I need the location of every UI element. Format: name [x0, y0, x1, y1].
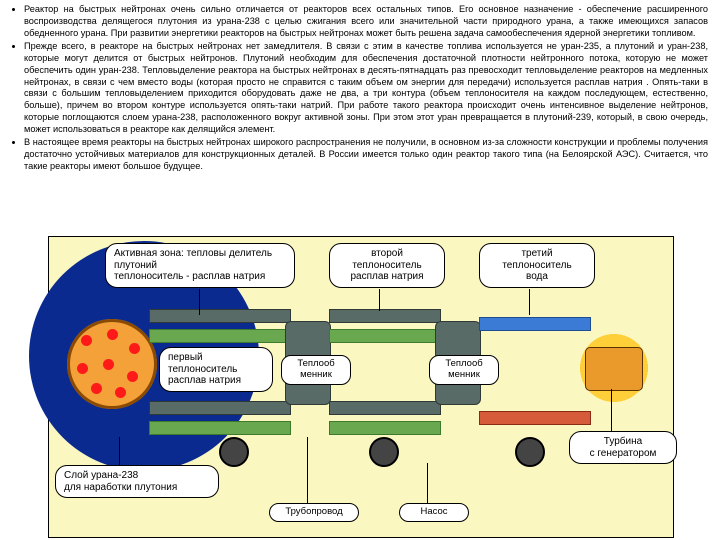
- callout-u238-layer: Слой урана-238для наработки плутония: [55, 465, 219, 498]
- reactor-diagram: Активная зона: тепловы делительплутонийт…: [48, 236, 674, 538]
- pipe: [479, 411, 591, 425]
- fuel-slug: [129, 343, 140, 354]
- bullet-item: В настоящее время реакторы на быстрых не…: [24, 137, 708, 172]
- pipe: [149, 401, 291, 415]
- callout-pump: Насос: [399, 503, 469, 522]
- fuel-slug: [77, 363, 88, 374]
- fuel-slug: [91, 383, 102, 394]
- reactor-core: [67, 319, 157, 409]
- bullet-list: Реактор на быстрых нейтронах очень сильн…: [0, 4, 720, 173]
- pipe: [479, 317, 591, 331]
- callout-active-zone: Активная зона: тепловы делительплутонийт…: [105, 243, 295, 288]
- callout-primary-coolant: первыйтеплоносительрасплав натрия: [159, 347, 273, 392]
- callout-hx-1: Теплообменник: [281, 355, 351, 385]
- leader-line: [199, 289, 200, 315]
- pipe: [149, 421, 291, 435]
- leader-line: [119, 437, 120, 465]
- fuel-slug: [115, 387, 126, 398]
- callout-coolant-3: третийтеплоносительвода: [479, 243, 595, 288]
- pipe: [149, 309, 291, 323]
- pipe: [329, 401, 441, 415]
- callout-turbine: Турбинас генератором: [569, 431, 677, 464]
- leader-line: [307, 437, 308, 503]
- pipe: [149, 329, 291, 343]
- bullet-item: Реактор на быстрых нейтронах очень сильн…: [24, 4, 708, 39]
- fuel-slug: [103, 359, 114, 370]
- pump: [515, 437, 545, 467]
- pump: [369, 437, 399, 467]
- leader-line: [427, 463, 428, 503]
- pump: [219, 437, 249, 467]
- fuel-slug: [81, 335, 92, 346]
- callout-coolant-2: второйтеплоносительрасплав натрия: [329, 243, 445, 288]
- fuel-slug: [107, 329, 118, 340]
- callout-pipe: Трубопровод: [269, 503, 359, 522]
- leader-line: [379, 289, 380, 311]
- pipe: [329, 421, 441, 435]
- bullet-item: Прежде всего, в реакторе на быстрых нейт…: [24, 41, 708, 135]
- pipe: [329, 309, 441, 323]
- leader-line: [611, 389, 612, 431]
- leader-line: [529, 289, 530, 315]
- turbine-generator: [585, 347, 643, 391]
- pipe: [329, 329, 441, 343]
- fuel-slug: [127, 371, 138, 382]
- page: Реактор на быстрых нейтронах очень сильн…: [0, 4, 720, 540]
- callout-hx-2: Теплообменник: [429, 355, 499, 385]
